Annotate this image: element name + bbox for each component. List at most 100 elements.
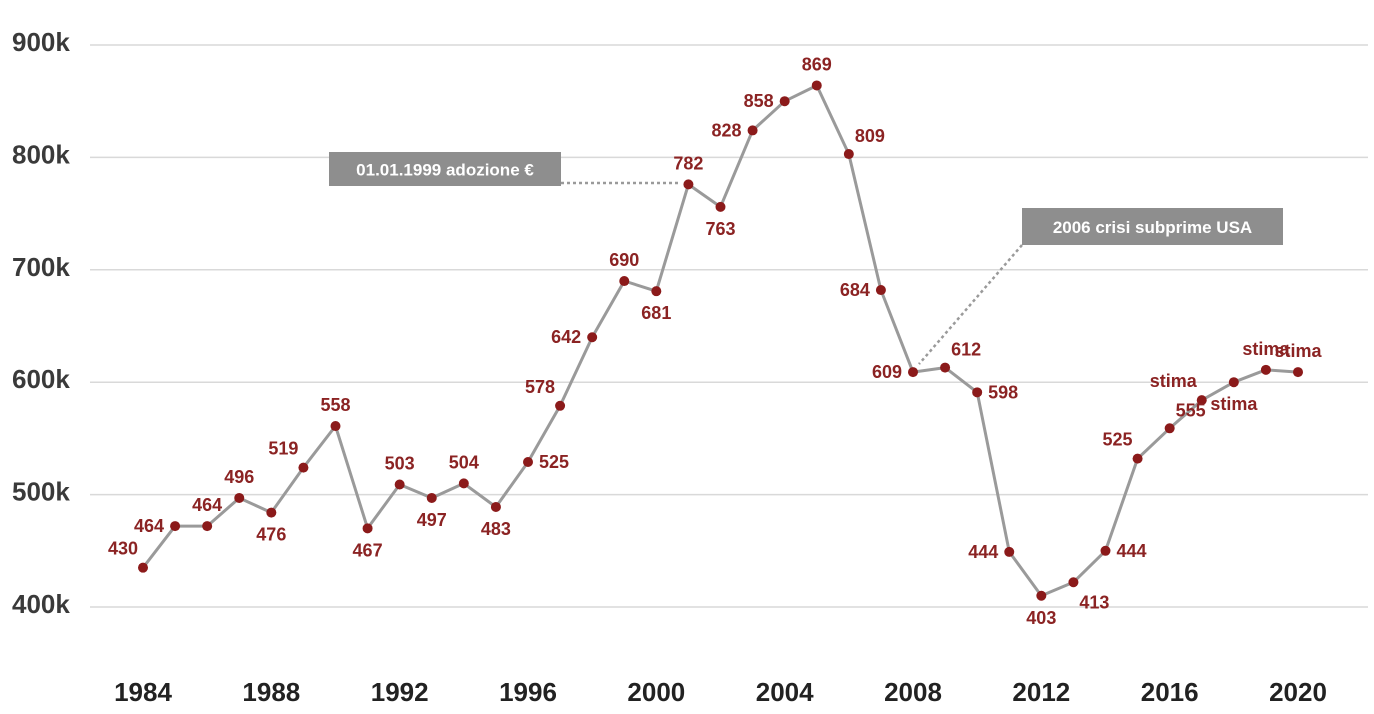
data-point (843, 149, 854, 160)
data-point (394, 479, 405, 490)
data-label: 690 (609, 250, 639, 270)
data-point (523, 457, 533, 468)
data-label: 519 (268, 439, 298, 459)
data-label: 681 (641, 303, 671, 323)
x-axis-ticks: 1984 1988 1992 1996 2000 2004 2008 2012 2016 2020 (114, 677, 1327, 707)
data-point (619, 276, 630, 287)
data-label: 403 (1026, 608, 1056, 628)
data-point (234, 492, 245, 503)
data-point (298, 462, 309, 473)
data-label: 503 (385, 453, 415, 473)
data-label: 504 (449, 452, 479, 472)
data-label: 828 (712, 120, 742, 140)
annotation-leader (918, 244, 1023, 365)
x-tick-label: 2012 (1012, 677, 1070, 707)
data-point (875, 285, 886, 296)
data-label: 525 (539, 452, 569, 472)
x-tick-label: 1996 (499, 677, 557, 707)
data-label: 444 (968, 542, 998, 562)
y-tick-label: 500k (12, 477, 70, 507)
x-tick-label: 1984 (114, 677, 172, 707)
data-label: 598 (988, 382, 1018, 402)
x-tick-label: 2020 (1269, 677, 1327, 707)
data-point (426, 492, 437, 503)
data-point (1196, 395, 1207, 406)
data-label: 497 (417, 510, 447, 530)
y-tick-label: 800k (12, 139, 70, 169)
data-point (908, 367, 918, 378)
data-point (458, 478, 469, 489)
x-tick-label: 2000 (627, 677, 685, 707)
data-label: 858 (744, 91, 774, 111)
data-label: 612 (951, 340, 981, 360)
data-point (1068, 577, 1079, 588)
data-point (683, 179, 694, 190)
data-label: stima (1274, 341, 1322, 361)
data-label: 578 (525, 377, 555, 397)
data-label: 809 (855, 126, 885, 146)
data-label: stima (1210, 394, 1258, 414)
data-label: 483 (481, 519, 511, 539)
data-point (972, 387, 983, 398)
data-point (202, 521, 213, 532)
x-tick-label: 2008 (884, 677, 942, 707)
data-point (555, 400, 566, 411)
gridlines (90, 44, 1368, 608)
data-point (1036, 590, 1047, 601)
data-point (651, 286, 662, 297)
data-label: 525 (1103, 430, 1133, 450)
data-point (1260, 364, 1271, 375)
data-label: 558 (320, 395, 350, 415)
data-label: 464 (134, 516, 164, 536)
data-label: 763 (705, 219, 735, 239)
annotations: 01.01.1999 adozione € 2006 crisi subprime… (329, 152, 1283, 365)
data-labels: 4304644644964765195584675034975044835255… (108, 54, 1323, 627)
data-label: 684 (840, 280, 870, 300)
data-label: stima (1150, 371, 1198, 391)
data-label: 496 (224, 467, 254, 487)
data-label: 476 (256, 525, 286, 545)
data-point (811, 80, 822, 91)
data-label: 782 (673, 153, 703, 173)
data-point (490, 501, 501, 512)
x-tick-label: 2016 (1141, 677, 1199, 707)
x-tick-label: 2004 (756, 677, 814, 707)
data-point (330, 421, 341, 432)
y-tick-label: 900k (12, 27, 70, 57)
data-point (1100, 545, 1111, 556)
x-tick-label: 1992 (371, 677, 429, 707)
data-label: 555 (1176, 400, 1206, 420)
annotation-text: 2006 crisi subprime USA (1053, 218, 1252, 237)
data-label: 467 (353, 540, 383, 560)
data-label: stima (1242, 339, 1290, 359)
data-label: 609 (872, 362, 902, 382)
data-point (715, 201, 726, 212)
annotation-text: 01.01.1999 adozione € (356, 161, 534, 180)
series-line-path (141, 84, 1299, 598)
annotation-box (329, 152, 561, 186)
data-point (747, 125, 758, 136)
data-point (1004, 546, 1015, 557)
data-points (138, 80, 1303, 601)
data-label: 642 (551, 327, 581, 347)
data-label: 464 (192, 495, 222, 515)
data-point (1132, 453, 1143, 464)
data-point (1293, 367, 1303, 378)
y-axis-ticks: 400k 500k 600k 700k 800k 900k (12, 27, 70, 619)
data-label: 869 (802, 54, 832, 74)
data-point (170, 521, 181, 532)
data-label: 430 (108, 539, 138, 559)
data-point (587, 332, 598, 343)
data-label: 444 (1117, 541, 1147, 561)
data-point (362, 523, 373, 534)
x-tick-label: 1988 (242, 677, 300, 707)
y-tick-label: 700k (12, 252, 70, 282)
y-tick-label: 400k (12, 589, 70, 619)
data-point (1228, 377, 1239, 388)
annotation-box (1022, 208, 1283, 245)
data-point (138, 562, 148, 573)
data-point (1164, 423, 1175, 434)
data-point (779, 96, 790, 107)
data-label: 413 (1079, 592, 1109, 612)
